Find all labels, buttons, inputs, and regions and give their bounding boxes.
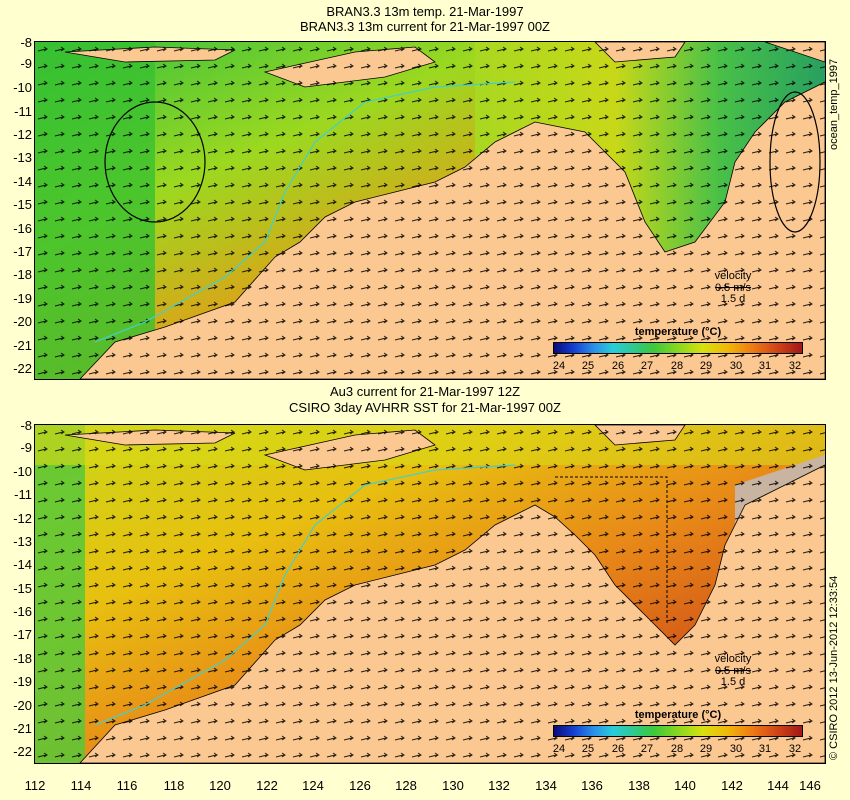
- lon-tick: 122: [256, 778, 278, 793]
- colorbar-tick: 27: [640, 743, 654, 755]
- panel2-lat-tick: -12: [13, 511, 32, 526]
- colorbar-tick: 32: [788, 360, 802, 372]
- panel1-lat-tick: -14: [13, 174, 32, 189]
- panel1-lat-tick: -13: [13, 150, 32, 165]
- panel2-side-label: © CSIRO 2012 13-Jun-2012 12:33:54: [828, 575, 840, 760]
- panel1-velocity-scale: 0.5 m/s: [714, 282, 752, 294]
- panel1-colorbar-title: temperature (°C): [634, 326, 722, 338]
- panel2-velocity-time: 1.5 d: [720, 676, 746, 688]
- panel1-title-line1: BRAN3.3 13m temp. 21-Mar-1997: [326, 4, 524, 19]
- panel1-lat-tick: -20: [13, 314, 32, 329]
- panel2-lat-tick: -20: [13, 698, 32, 713]
- panel1-velocity-time: 1.5 d: [720, 293, 746, 305]
- lon-tick: 114: [70, 778, 92, 793]
- colorbar-tick: 30: [729, 743, 743, 755]
- colorbar-tick: 25: [581, 743, 595, 755]
- panel2-lat-tick: -10: [13, 464, 32, 479]
- panel1-lat-tick: -12: [13, 127, 32, 142]
- panel2-lat-tick: -19: [13, 674, 32, 689]
- colorbar-tick: 28: [670, 743, 684, 755]
- panel1-lat-tick: -15: [13, 197, 32, 212]
- lon-tick: 124: [302, 778, 324, 793]
- panel1-lat-tick: -22: [13, 361, 32, 376]
- colorbar-tick: 27: [640, 360, 654, 372]
- colorbar-tick: 26: [611, 360, 625, 372]
- panel2-lat-tick: -11: [14, 487, 32, 502]
- panel1-colorbar-bar: [553, 342, 803, 354]
- panel1-lat-tick: -18: [13, 267, 32, 282]
- panel1-colorbar: temperature (°C) 24 25 26 27 28 29 30 31…: [553, 326, 803, 378]
- panel2-lat-tick: -13: [13, 534, 32, 549]
- colorbar-tick: 24: [552, 360, 566, 372]
- colorbar-tick: 30: [729, 360, 743, 372]
- lon-tick: 134: [535, 778, 557, 793]
- colorbar-tick: 25: [581, 360, 595, 372]
- panel1-lat-tick: -11: [14, 104, 32, 119]
- panel2-title-line1: Au3 current for 21-Mar-1997 12Z: [329, 384, 521, 399]
- panel2-title-line2: CSIRO 3day AVHRR SST for 21-Mar-1997 00Z: [289, 400, 561, 415]
- colorbar-tick: 26: [611, 743, 625, 755]
- panel1-side-label: ocean_temp_1997: [828, 58, 840, 150]
- colorbar-tick: 29: [699, 743, 713, 755]
- panel1-lat-tick: -9: [20, 56, 32, 71]
- panel1-lat-tick: -10: [13, 80, 32, 95]
- lon-tick: 116: [116, 778, 138, 793]
- panel1-lat-tick: -8: [20, 35, 32, 50]
- lon-tick: 138: [628, 778, 650, 793]
- lon-tick: 118: [163, 778, 185, 793]
- panel2-lat-tick: -17: [13, 627, 32, 642]
- panel2-colorbar: temperature (°C) 24 25 26 27 28 29 30 31…: [553, 709, 803, 761]
- lon-tick: 146: [799, 778, 821, 793]
- colorbar-tick: 32: [788, 743, 802, 755]
- colorbar-tick: 28: [670, 360, 684, 372]
- panel2-lat-tick: -14: [13, 557, 32, 572]
- panel2-lat-tick: -16: [13, 604, 32, 619]
- lon-tick: 120: [209, 778, 231, 793]
- lon-tick: 144: [767, 778, 789, 793]
- panel2-colorbar-bar: [553, 725, 803, 737]
- panel2-map[interactable]: velocity 0.5 m/s 1.5 d temperature (°C) …: [34, 424, 826, 764]
- lon-tick: 140: [674, 778, 696, 793]
- panel2-lat-tick: -22: [13, 744, 32, 759]
- lon-tick: 126: [349, 778, 371, 793]
- panel1-lat-tick: -16: [13, 221, 32, 236]
- panel2-velocity-scale: 0.5 m/s: [714, 665, 752, 677]
- lon-tick: 132: [488, 778, 510, 793]
- panel2-velocity-label: velocity: [714, 653, 752, 665]
- colorbar-tick: 31: [758, 360, 772, 372]
- panel1-lat-tick: -17: [13, 244, 32, 259]
- colorbar-tick: 29: [699, 360, 713, 372]
- panel1-lat-tick: -19: [13, 291, 32, 306]
- panel2-map-svg: [35, 425, 825, 763]
- lon-tick: 128: [395, 778, 417, 793]
- panel2-lat-tick: -8: [20, 418, 32, 433]
- panel2-lat-tick: -15: [13, 581, 32, 596]
- lon-tick: 142: [721, 778, 743, 793]
- colorbar-tick: 31: [758, 743, 772, 755]
- panel1-lat-tick: -21: [13, 338, 32, 353]
- lon-tick: 130: [442, 778, 464, 793]
- lon-tick: 112: [24, 778, 46, 793]
- panel1-map-svg: [35, 42, 825, 379]
- colorbar-tick: 24: [552, 743, 566, 755]
- panel1-map[interactable]: velocity 0.5 m/s 1.5 d temperature (°C) …: [34, 41, 826, 380]
- panel2-lat-tick: -18: [13, 651, 32, 666]
- panel2-lat-tick: -21: [13, 721, 32, 736]
- lon-tick: 136: [581, 778, 603, 793]
- panel1-velocity-label: velocity: [714, 270, 752, 282]
- panel2-lat-tick: -9: [20, 440, 32, 455]
- panel2-colorbar-title: temperature (°C): [634, 709, 722, 721]
- panel1-title-line2: BRAN3.3 13m current for 21-Mar-1997 00Z: [300, 19, 550, 34]
